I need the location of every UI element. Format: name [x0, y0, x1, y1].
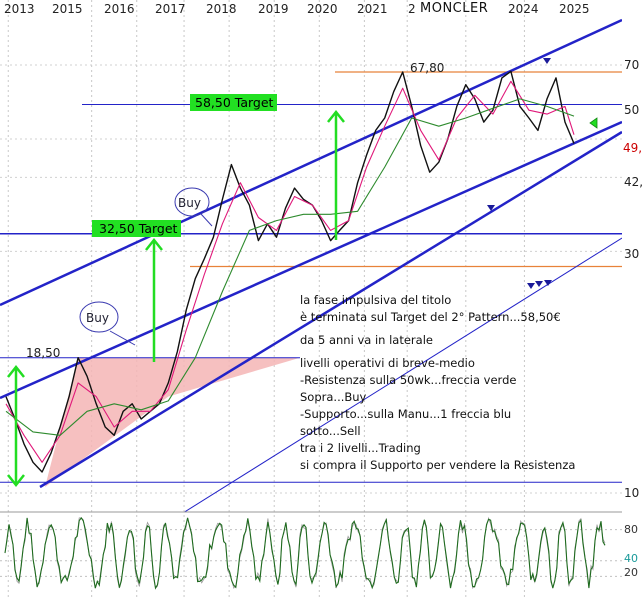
target-32-label: 32,50 Target	[99, 221, 178, 236]
arrow-base-head-top	[7, 364, 25, 378]
channel-line-2	[39, 130, 622, 489]
buy-callout-1: Buy	[174, 187, 213, 227]
arrow-target-32-head	[145, 237, 163, 251]
note-line-10: tra i 2 livelli...Trading	[300, 441, 421, 455]
series-ma_slow	[5, 98, 575, 436]
level-18-label: 18,50	[26, 346, 60, 360]
x-tick-2021: 2021	[357, 2, 388, 16]
buy-label-2: Buy	[86, 311, 109, 325]
y-tick-3: 50	[624, 103, 639, 117]
channel-line-0	[0, 18, 622, 307]
level-67-label: 67,80	[410, 61, 444, 75]
chart-title: MONCLER	[420, 1, 488, 16]
y-tick-4: 70	[624, 58, 639, 72]
down-arrow-1	[487, 205, 495, 211]
note-line-1: è terminata sul Target del 2° Pattern...…	[300, 310, 561, 324]
arrow-target-58-head	[327, 109, 345, 123]
note-line-5: livelli operativi di breve-medio	[300, 356, 475, 370]
note-line-11: si compra il Supporto per vendere la Res…	[300, 458, 575, 472]
note-line-9: sotto...Sell	[300, 424, 361, 438]
target-58-box: 58,50 Target	[190, 94, 277, 111]
resistance-arrow	[589, 117, 598, 129]
arrow-base-head-bottom	[7, 474, 25, 488]
measuring-arrows	[7, 109, 598, 488]
x-tick-2: 2	[408, 2, 416, 16]
osc-tick-20: 20	[624, 566, 638, 579]
y-axis-ticks: 10 30 42, 50 70	[624, 58, 643, 500]
x-tick-2016: 2016	[104, 2, 135, 16]
oscillator-panel	[0, 516, 622, 590]
channel-line-1	[0, 120, 622, 400]
x-tick-2017: 2017	[155, 2, 186, 16]
last-price-label: 49,	[623, 141, 642, 155]
note-line-7: Sopra...Buy	[300, 390, 367, 404]
channel-line-3	[183, 237, 622, 512]
note-line-3: da 5 anni va in laterale	[300, 333, 433, 347]
note-line-6: -Resistenza sulla 50wk...freccia verde	[300, 373, 516, 387]
osc-last-value: 40	[624, 552, 638, 565]
annotation-text: la fase impulsiva del titolo è terminata …	[300, 293, 575, 472]
down-arrow-0	[543, 58, 551, 64]
down-arrow-3	[535, 281, 543, 287]
y-tick-2: 42,	[624, 175, 643, 189]
triangle-pattern	[45, 357, 300, 487]
down-arrow-4	[544, 280, 552, 286]
y-tick-1: 30	[624, 247, 639, 261]
oscillator-signal	[4, 516, 606, 590]
x-tick-2020: 2020	[307, 2, 338, 16]
note-line-8: -Supporto...sulla Manu...1 freccia blu	[300, 407, 511, 421]
x-axis-ticks: 2013 2015 2016 2017 2018 2019 2020 2021 2 2024 202…	[4, 2, 590, 16]
down-arrow-2	[527, 283, 535, 289]
y-tick-0: 10	[624, 486, 639, 500]
x-tick-2013: 2013	[4, 2, 35, 16]
oscillator-line	[4, 516, 606, 590]
price-series	[5, 70, 575, 473]
x-tick-2015: 2015	[52, 2, 83, 16]
buy-label-1: Buy	[178, 196, 201, 210]
x-tick-2018: 2018	[206, 2, 237, 16]
x-tick-2025: 2025	[559, 2, 590, 16]
target-58-label: 58,50 Target	[195, 95, 274, 110]
note-line-0: la fase impulsiva del titolo	[300, 293, 451, 307]
buy-callout-2: Buy	[79, 301, 136, 346]
x-tick-2019: 2019	[258, 2, 289, 16]
trend-channel	[0, 18, 622, 512]
x-tick-2024: 2024	[508, 2, 539, 16]
series-price	[5, 70, 575, 473]
signal-arrows	[487, 58, 552, 289]
target-32-box: 32,50 Target	[92, 220, 181, 237]
osc-tick-80: 80	[624, 523, 638, 536]
